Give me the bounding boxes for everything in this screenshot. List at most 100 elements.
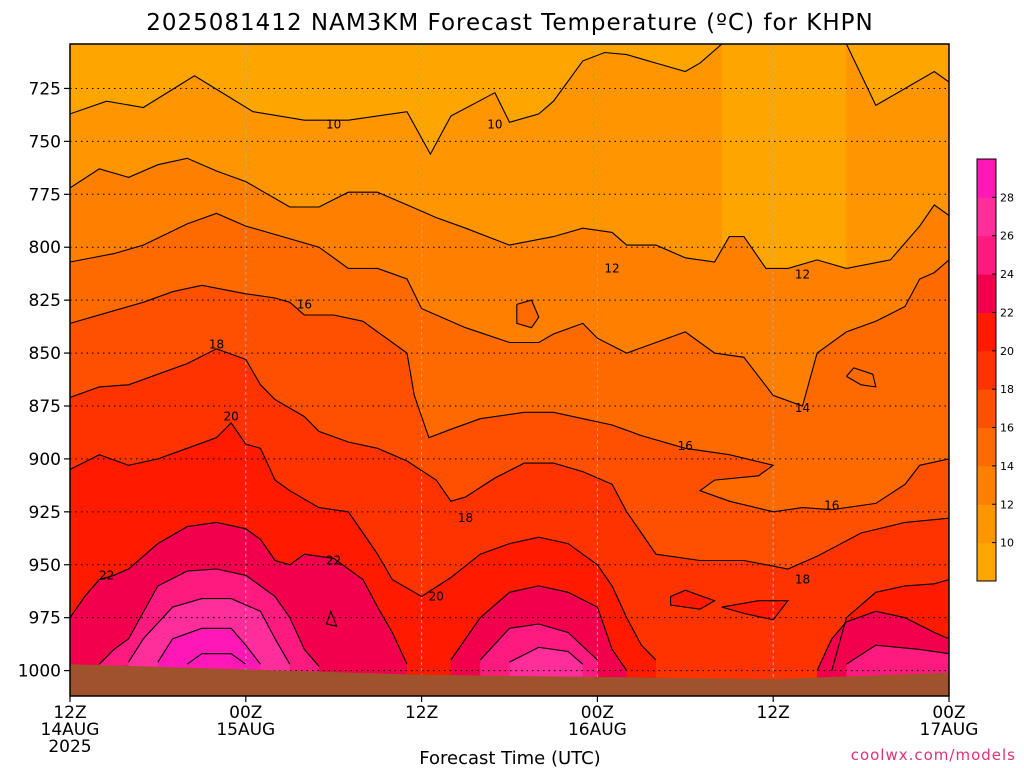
contour-label-18-13: 18 [795,573,810,587]
colorbar-label-12: 12 [1000,498,1014,511]
y-tick-label-825: 825 [29,291,61,311]
y-tick-label-1000: 1000 [18,662,61,682]
y-tick-label-800: 800 [29,238,61,258]
contour-label-14-6: 14 [795,401,810,415]
colorbar-label-22: 22 [1000,306,1014,319]
colorbar-label-18: 18 [1000,383,1014,396]
isotherm-22-13 [450,585,628,671]
isotherm-24-16 [98,568,320,667]
colorbar-segment-12 [977,465,996,505]
colorbar-segment-16 [977,389,996,429]
y-tick-label-725: 725 [29,79,61,99]
x-axis-label: Forecast Time (UTC) [419,748,600,768]
contour-label-18-5: 18 [209,338,224,352]
contour-label-16-7: 16 [678,439,693,453]
x-tick-label-24-0: 12Z [405,703,438,723]
isotherm-12-2 [70,157,949,269]
ground-fill [70,664,949,696]
isotherm-24-18 [846,644,949,665]
contour-label-10-1: 10 [487,117,502,131]
x-tick-label-60-0: 00Z [932,703,965,723]
colorbar-label-10: 10 [1000,537,1014,550]
x-tick-label-0-0: 12Z [53,703,86,723]
y-tick-label-975: 975 [29,609,61,629]
colorbar-segment-18 [977,350,996,390]
isotherm-10-1 [845,44,949,107]
credit-text: coolwx.com/models [851,746,1016,764]
contour-label-20-8: 20 [224,410,239,424]
temperature-fills [70,44,949,696]
isotherm-22-15 [325,609,338,627]
isotherm-20-10 [670,589,716,610]
isotherm-20-9 [831,579,949,671]
chart-title: 2025081412 NAM3KM Forecast Temperature (… [146,10,873,36]
colorbar-label-16: 16 [1000,422,1014,435]
x-tick-label-36-0: 00Z [581,703,614,723]
x-tick-label-60-1: 17AUG [920,720,979,740]
contour-label-12-2: 12 [604,261,619,275]
fill-band-22-15 [326,611,337,627]
colorbar-label-24: 24 [1000,268,1014,281]
y-tick-label-900: 900 [29,450,61,470]
isotherm-24-17 [479,623,598,661]
x-tick-label-36-1: 16AUG [568,720,627,740]
contour-label-16-4: 16 [297,297,312,311]
colorbar-label-14: 14 [1000,460,1014,473]
colorbar-segment-14 [977,427,996,467]
contour-label-18-10: 18 [458,511,473,525]
colorbar-segment-22 [977,274,996,313]
plot-area: 10 10 12 12 16 18 14 16 20 16 18 22 22 18 20 [70,44,949,696]
colorbar-segment-8 [977,542,996,582]
isotherm-20-8 [70,422,657,661]
isotherm-26-20 [509,646,584,665]
fill-band-14-4 [846,367,876,387]
plot-frame [69,43,950,697]
colorbar: 10 12 14 16 18 20 22 24 26 28 [976,158,1014,582]
isotherm-26-19 [128,598,291,665]
contour-label-12-3: 12 [795,268,810,282]
isotherm-22-14 [816,610,949,671]
contour-label-16-9: 16 [824,498,839,512]
colorbar-label-20: 20 [1000,345,1014,358]
isotherm-10-0 [70,44,723,156]
contour-label-10-0: 10 [326,117,341,131]
isotherm-20-11 [721,600,790,621]
fill-band-20-10 [670,590,715,610]
isotherm-14-3 [70,212,949,407]
colorbar-frame [976,158,997,582]
isotherm-18-7 [70,348,949,570]
y-tick-label-775: 775 [29,185,61,205]
y-tick-label-750: 750 [29,132,61,152]
colorbar-segment-10 [977,504,996,544]
colorbar-label-28: 28 [1000,191,1014,204]
fill-band-14-5 [516,300,539,328]
ground-layer [70,664,949,696]
colorbar-segment-20 [977,312,996,352]
colorbar-segment-26 [977,197,996,237]
isotherm-22-12 [70,521,408,665]
y-axis: 725 750 775 800 825 850 875 900 925 950 975 1000 [18,79,70,682]
x-tick-label-48-0: 12Z [757,703,790,723]
contour-label-22-12: 22 [326,554,341,568]
x-tick-label-0-1: 14AUG [41,720,100,740]
y-tick-label-850: 850 [29,344,61,364]
isotherm-30-22 [186,653,247,665]
isotherm-28-21 [157,627,261,665]
isotherm-14-5 [516,299,540,329]
fill-band-20-11 [721,600,788,620]
x-tick-label-12-1: 15AUG [216,720,275,740]
contour-label-22-11: 22 [99,568,114,582]
isotherm-lines [70,44,949,671]
isotherm-16-6 [70,284,949,513]
colorbar-label-26: 26 [1000,230,1014,243]
colorbar-segment-28 [977,159,996,198]
colorbar-segment-24 [977,235,996,275]
y-tick-label-925: 925 [29,503,61,523]
contour-labels: 10 10 12 12 16 18 14 16 20 16 18 22 22 18 20 [99,117,839,603]
isotherm-14-4 [845,367,877,388]
contour-label-20-14: 20 [429,590,444,604]
x-tick-label-0-2: 2025 [48,737,91,757]
y-tick-label-950: 950 [29,556,61,576]
